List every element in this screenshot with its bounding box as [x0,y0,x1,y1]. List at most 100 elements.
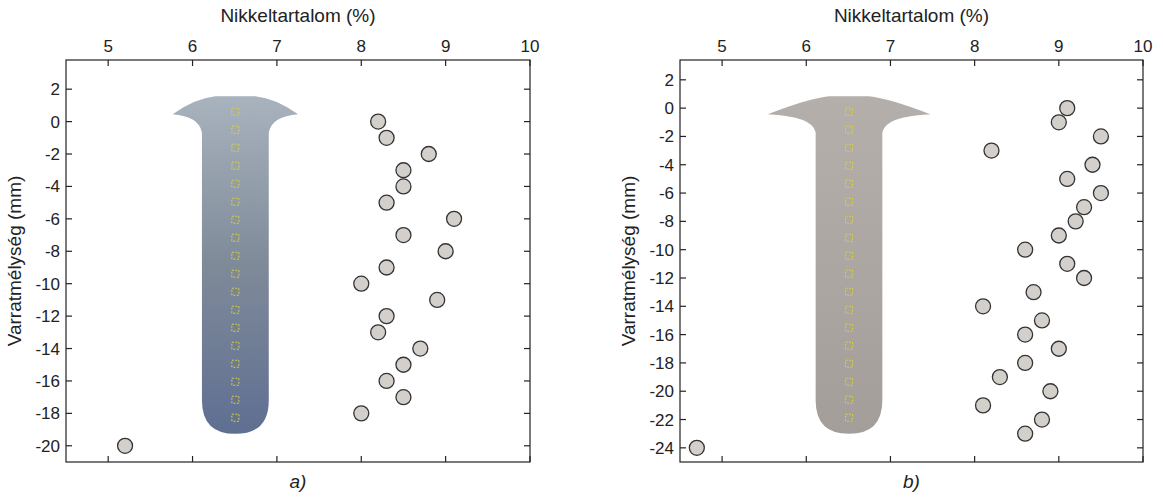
plot-frame [680,60,1143,462]
x-tick [1142,60,1143,66]
data-point [1085,157,1100,172]
y-tick [680,164,686,165]
x-tick [974,60,975,66]
data-point [438,244,453,259]
data-point [430,292,445,307]
y-tick [1137,249,1143,250]
measure-spot [845,144,852,151]
y-tick [66,251,72,252]
measure-spot [232,306,239,313]
y-tick [1137,164,1143,165]
measure-spot [845,360,852,367]
y-tick [1137,192,1143,193]
y-tick-label: -6 [45,210,60,229]
data-point [1034,313,1049,328]
y-tick-label: -12 [649,269,674,288]
y-tick [66,316,72,317]
data-point [1060,101,1075,116]
measure-spot [845,126,852,133]
panel-label: b) [903,471,920,492]
measure-spot [232,216,239,223]
x-tick [890,60,891,66]
measure-spot [845,414,852,421]
y-tick-label: -18 [35,404,60,423]
y-tick [66,89,72,90]
measure-spot [845,234,852,241]
measure-spot [845,378,852,385]
y-tick [680,192,686,193]
measure-spot [845,270,852,277]
data-point [396,357,411,372]
y-tick-label: -14 [35,340,60,359]
data-point [689,440,704,455]
measure-spot [232,162,239,169]
x-tick-label: 8 [970,37,979,56]
y-tick [524,283,530,284]
y-tick [680,362,686,363]
x-tick [1058,456,1059,462]
data-point [396,179,411,194]
data-point [371,325,386,340]
data-point [396,163,411,178]
data-point [371,114,386,129]
measure-spot [845,324,852,331]
data-point [984,143,999,158]
panel-label: a) [290,471,307,492]
y-tick [680,306,686,307]
x-tick-label: 9 [1054,37,1063,56]
data-point [1068,214,1083,229]
y-tick-label: -22 [649,411,674,430]
x-tick [529,456,530,462]
data-point [1034,412,1049,427]
y-tick [66,348,72,349]
y-tick [524,89,530,90]
data-point [976,398,991,413]
y-tick [66,186,72,187]
measure-spot [845,216,852,223]
measure-spot [845,396,852,403]
data-point [1018,355,1033,370]
measure-spot [232,396,239,403]
y-tick-label: -2 [659,127,674,146]
y-tick-label: -24 [649,439,674,458]
data-point [379,195,394,210]
x-tick-label: 7 [272,37,281,56]
data-point [421,147,436,162]
x-tick [192,456,193,462]
x-tick-label: 5 [717,37,726,56]
measure-spot [232,144,239,151]
x-tick [721,60,722,66]
y-tick [1137,277,1143,278]
data-point [1093,129,1108,144]
data-point [992,370,1007,385]
y-tick [680,249,686,250]
x-tick-label: 10 [1134,37,1153,56]
y-tick-label: -2 [45,145,60,164]
y-tick [1137,221,1143,222]
measure-spot [232,234,239,241]
y-tick [1137,419,1143,420]
plot-frame [66,60,530,462]
y-tick-label: 2 [51,80,60,99]
y-tick-label: -8 [659,212,674,231]
x-tick [806,60,807,66]
weld-shape [768,96,931,434]
measure-spot [232,414,239,421]
x-tick [529,60,530,66]
y-tick-label: -10 [649,241,674,260]
x-tick [1142,456,1143,462]
weld-image [768,96,931,434]
data-point [1077,200,1092,215]
data-point [1043,384,1058,399]
data-point [1077,270,1092,285]
y-tick-label: -12 [35,307,60,326]
y-tick [1137,306,1143,307]
y-tick [66,153,72,154]
data-point [379,309,394,324]
data-point [1060,171,1075,186]
measure-spot [232,378,239,385]
data-point [1026,285,1041,300]
y-tick [524,380,530,381]
y-tick-label: -4 [45,177,60,196]
points [118,114,462,453]
